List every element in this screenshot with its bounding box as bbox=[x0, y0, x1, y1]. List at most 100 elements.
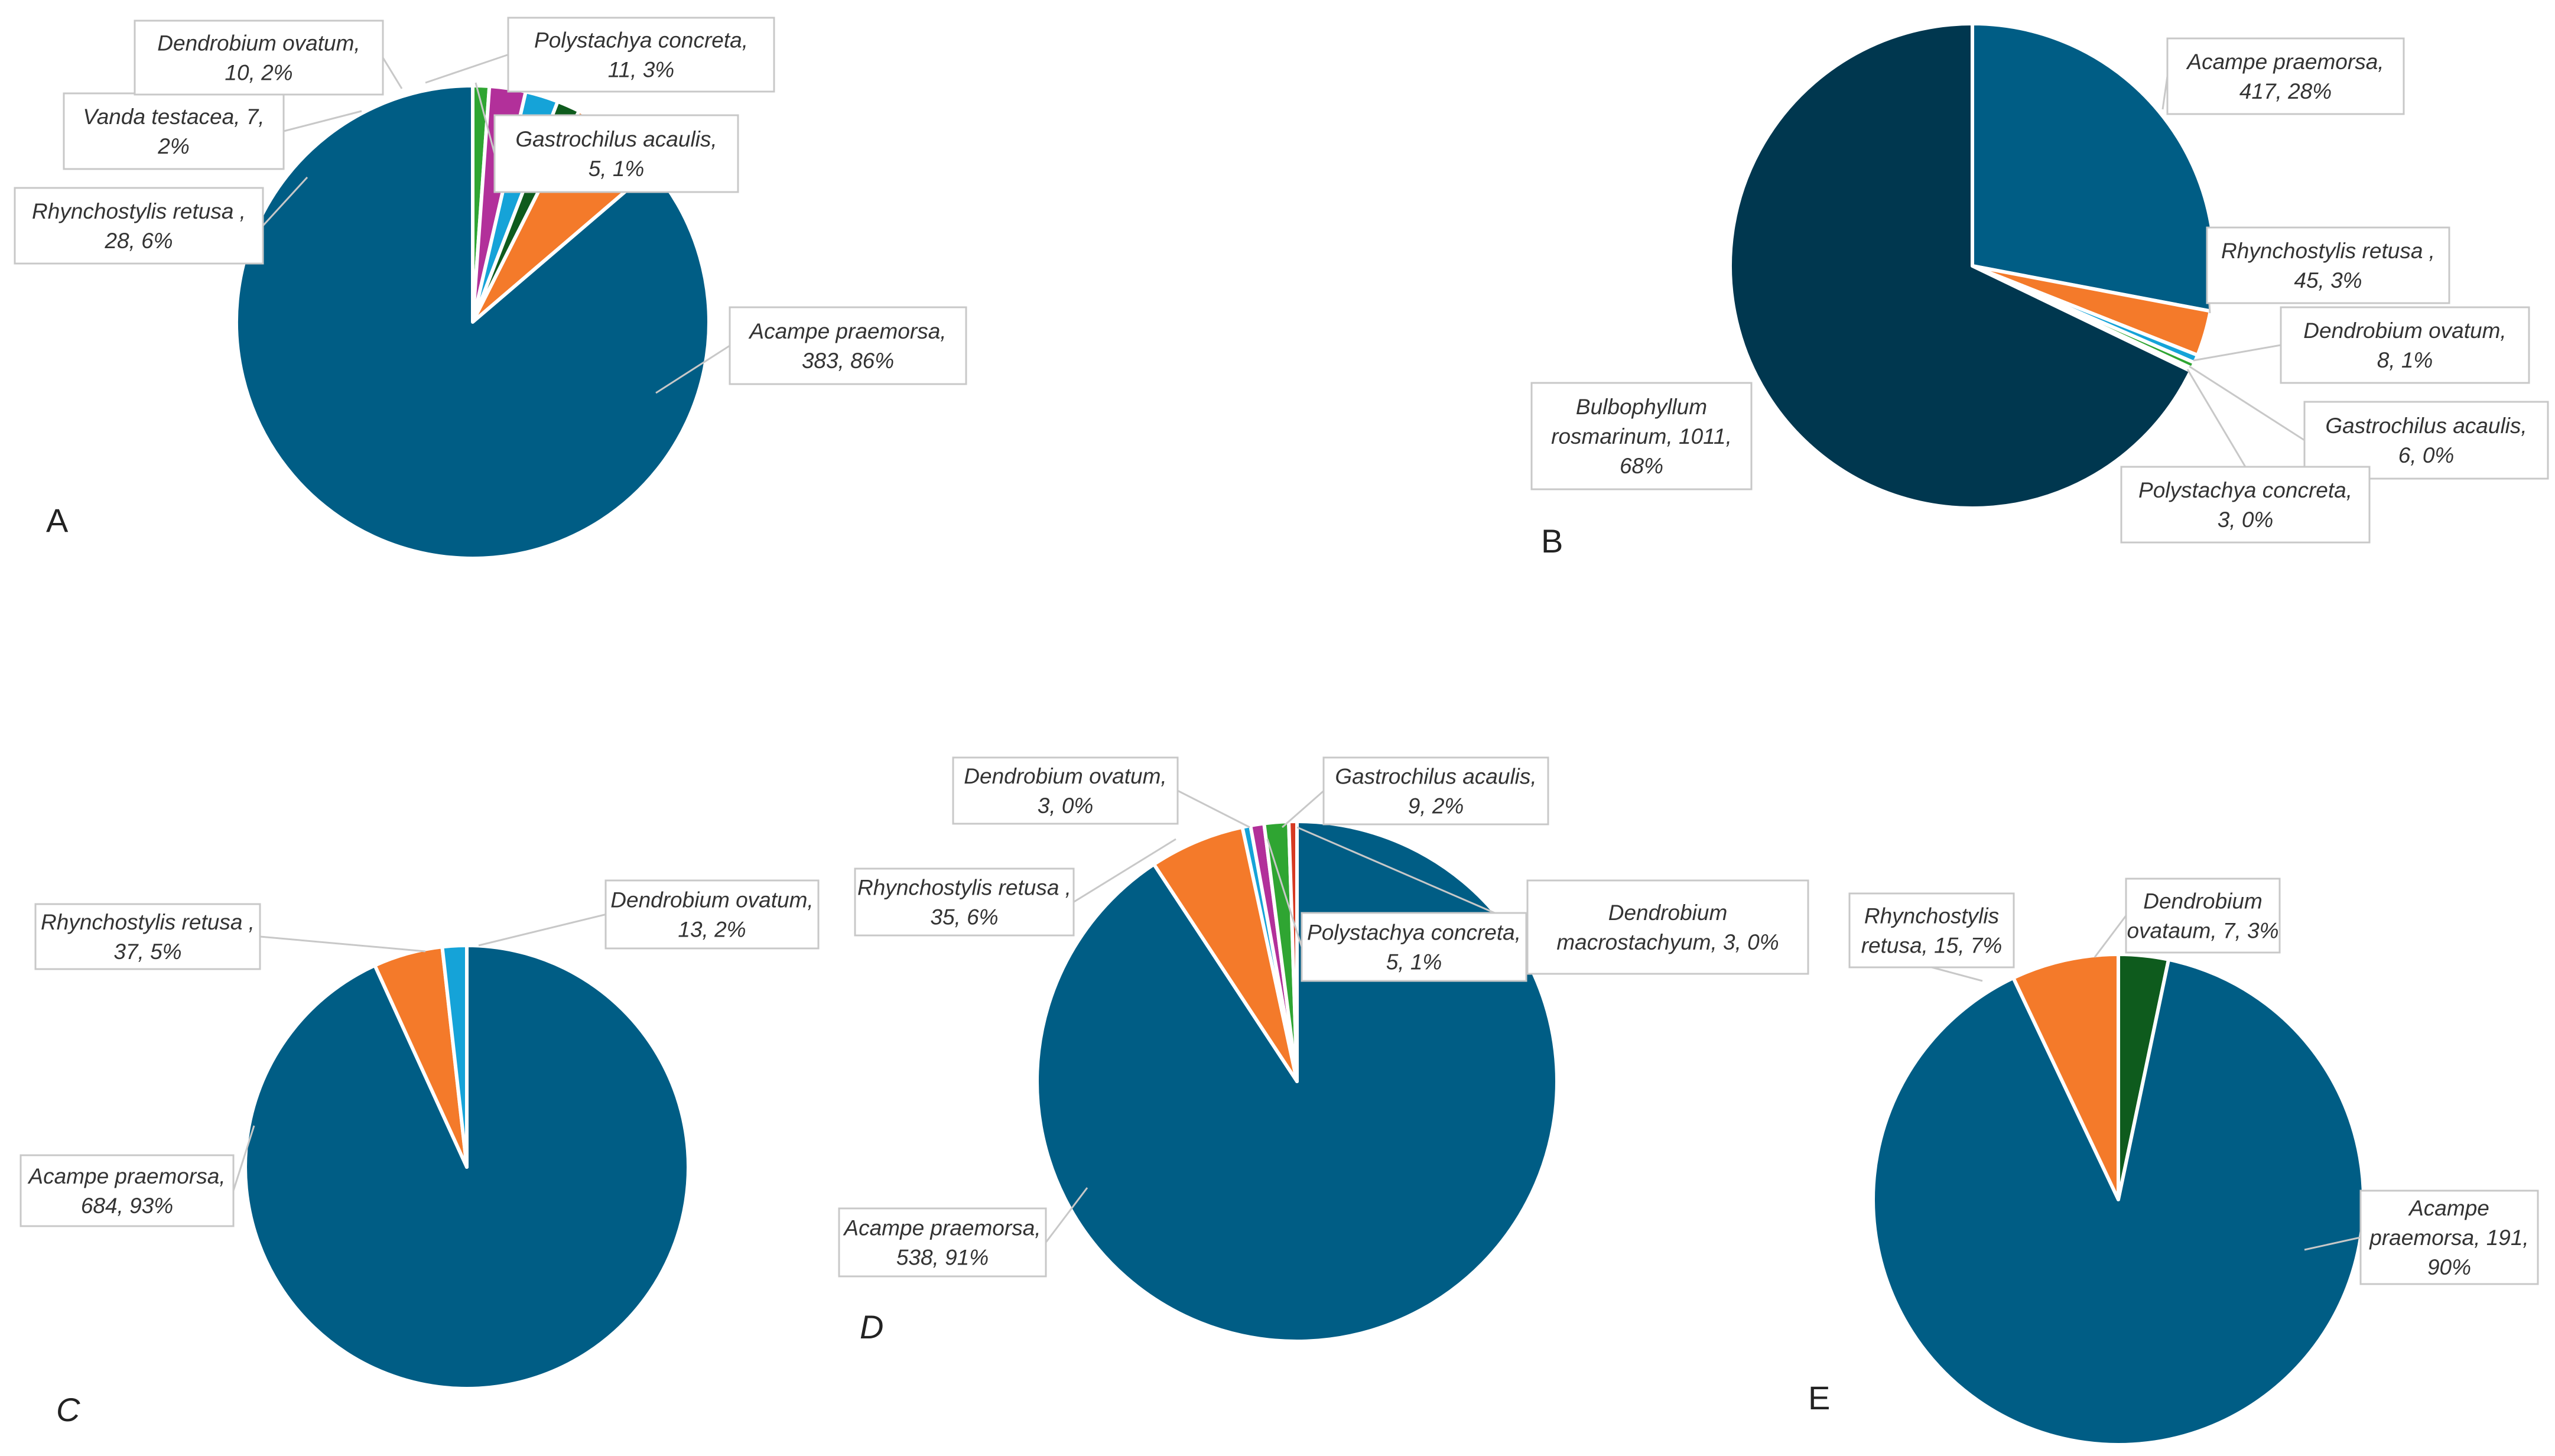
pie-slices-b bbox=[1728, 22, 2216, 510]
data-label-text: 3, 0% bbox=[2218, 508, 2274, 532]
data-label-text: 28, 6% bbox=[104, 229, 173, 253]
callout-box bbox=[854, 867, 1075, 937]
data-labels-c: Acampe praemorsa, 684, 93% Rhynchostylis r… bbox=[19, 879, 820, 1227]
callout-box bbox=[1848, 892, 2015, 968]
callout-box bbox=[2280, 306, 2530, 384]
callout-box bbox=[1301, 912, 1527, 982]
leader-line-e-rhynchostylis-retusa bbox=[1931, 966, 1983, 982]
data-label-b-bulbophyllum-rosmarinum: Bulbophyllum rosmarinum, 1011, 68% bbox=[1530, 382, 1753, 490]
data-label-text: Acampe praemorsa, bbox=[2186, 50, 2384, 74]
callout-box bbox=[134, 20, 384, 96]
data-label-b-acampe-praemorsa: Acampe praemorsa, 417, 28% bbox=[2166, 37, 2405, 115]
callout-box bbox=[63, 92, 285, 170]
data-label-text: Dendrobium ovatum, bbox=[157, 31, 360, 56]
leader-lines-e bbox=[1931, 915, 2361, 1251]
pie-slice-b-bulbophyllum-rosmarinum bbox=[1728, 22, 2193, 510]
pie-slices-e bbox=[1871, 953, 2365, 1447]
data-label-b-polystachya-concreta: Polystachya concreta, 3, 0% bbox=[2120, 466, 2371, 544]
data-label-d-dendrobium-ovatum: Dendrobium ovatum, 3, 0% bbox=[952, 756, 1179, 825]
data-label-text: Acampe praemorsa, bbox=[27, 1164, 225, 1188]
leader-line-b-gastrochilus-acaulis bbox=[2189, 365, 2305, 441]
data-label-e-acampe-praemorsa: Acampe praemorsa, 191, 90% bbox=[2359, 1190, 2539, 1285]
data-label-text: Dendrobium ovatum, bbox=[610, 888, 813, 912]
data-label-text: Acampe bbox=[2408, 1196, 2489, 1220]
callout-box bbox=[2303, 401, 2549, 480]
data-label-text: 35, 6% bbox=[930, 905, 998, 930]
panel-label-c: C bbox=[56, 1391, 80, 1428]
data-label-text: 13, 2% bbox=[678, 918, 746, 942]
data-label-e-dendrobium-ovataum: Dendrobium ovataum, 7, 3% bbox=[2125, 878, 2281, 954]
callout-box bbox=[19, 1154, 235, 1227]
data-label-text: 5, 1% bbox=[1386, 950, 1442, 974]
data-label-text: retusa, 15, 7% bbox=[1861, 934, 2003, 958]
data-label-text: 417, 28% bbox=[2239, 79, 2332, 103]
data-label-text: Gastrochilus acaulis, bbox=[515, 127, 717, 151]
data-label-a-dendrobium-ovatum: Dendrobium ovatum, 10, 2% bbox=[134, 20, 384, 96]
data-label-text: macrostachyum, 3, 0% bbox=[1556, 930, 1779, 954]
callout-box bbox=[2359, 1190, 2539, 1285]
leader-line-b-dendrobium-ovatum bbox=[2193, 344, 2281, 362]
pie-slices-d bbox=[1035, 819, 1559, 1343]
callout-box bbox=[1322, 756, 1549, 826]
data-label-text: 6, 0% bbox=[2398, 443, 2455, 467]
data-label-text: 5, 1% bbox=[589, 157, 645, 181]
pie-chart-panel-d: Acampe praemorsa, 538, 91% Rhynchostylis r… bbox=[838, 756, 1809, 1346]
data-label-text: Bulbophyllum bbox=[1576, 395, 1707, 419]
pie-slice-e-acampe-praemorsa bbox=[1871, 957, 2365, 1447]
data-label-text: rosmarinum, 1011, bbox=[1551, 424, 1732, 448]
data-label-text: Rhynchostylis retusa , bbox=[32, 199, 246, 223]
pie-slice-e-rhynchostylis-retusa bbox=[2011, 953, 2120, 1201]
leader-line-d-dendrobium-macrostachyum bbox=[1296, 826, 1528, 928]
data-label-a-polystachya-concreta: Polystachya concreta, 11, 3% bbox=[507, 17, 775, 93]
data-label-text: 2% bbox=[157, 134, 189, 158]
callout-box bbox=[493, 114, 739, 193]
callout-box bbox=[1530, 382, 1753, 490]
leader-line-b-polystachya-concreta bbox=[2186, 369, 2247, 467]
data-label-text: 9, 2% bbox=[1408, 794, 1464, 818]
pie-slice-d-rhynchostylis-retusa bbox=[1152, 825, 1299, 1083]
data-label-text: ovataum, 7, 3% bbox=[2127, 919, 2278, 943]
callout-box bbox=[2166, 37, 2405, 115]
data-labels-d: Acampe praemorsa, 538, 91% Rhynchostylis r… bbox=[838, 756, 1809, 1278]
callout-box bbox=[2206, 226, 2450, 304]
data-labels-e: Acampe praemorsa, 191, 90% Rhynchostylis ret… bbox=[1848, 878, 2539, 1285]
leader-line-c-acampe-praemorsa bbox=[232, 1125, 255, 1191]
data-label-text: Dendrobium ovatum, bbox=[2303, 318, 2506, 343]
leader-line-e-acampe-praemorsa bbox=[2304, 1236, 2361, 1251]
callout-box bbox=[952, 756, 1179, 825]
leader-line-e-dendrobium-ovataum bbox=[2094, 915, 2127, 958]
data-label-text: 45, 3% bbox=[2294, 268, 2362, 292]
data-label-d-dendrobium-macrostachyum: Dendrobium macrostachyum, 3, 0% bbox=[1526, 879, 1809, 975]
data-label-a-acampe-praemorsa: Acampe praemorsa, 383, 86% bbox=[729, 306, 967, 385]
data-label-d-rhynchostylis-retusa: Rhynchostylis retusa , 35, 6% bbox=[854, 867, 1075, 937]
data-label-text: Rhynchostylis retusa , bbox=[857, 876, 1071, 900]
data-label-b-rhynchostylis-retusa: Rhynchostylis retusa , 45, 3% bbox=[2206, 226, 2450, 304]
data-label-text: 11, 3% bbox=[608, 58, 674, 82]
data-label-text: 538, 91% bbox=[896, 1246, 989, 1270]
panel-label-b: B bbox=[1541, 522, 1563, 560]
leader-line-a-polystachya-concreta bbox=[425, 54, 509, 84]
pie-slice-a-acampe-praemorsa bbox=[234, 84, 711, 560]
leader-line-a-acampe-praemorsa bbox=[655, 344, 730, 394]
data-label-b-dendrobium-ovatum: Dendrobium ovatum, 8, 1% bbox=[2280, 306, 2530, 384]
data-label-text: 383, 86% bbox=[802, 349, 894, 373]
callout-box bbox=[2125, 878, 2281, 954]
data-labels-b: Acampe praemorsa, 417, 28% Rhynchostylis r… bbox=[1530, 37, 2549, 544]
data-label-text: 8, 1% bbox=[2377, 348, 2433, 372]
data-label-a-vanda-testacea: Vanda testacea, 7, 2% bbox=[63, 92, 285, 170]
leader-line-d-rhynchostylis-retusa bbox=[1073, 838, 1176, 903]
leader-line-a-rhynchostylis-retusa bbox=[262, 176, 308, 227]
data-label-a-gastrochilus-acaulis: Gastrochilus acaulis, 5, 1% bbox=[493, 114, 739, 193]
leader-line-d-polystachya-concreta bbox=[1266, 838, 1303, 947]
data-label-text: Rhynchostylis retusa , bbox=[41, 910, 255, 934]
data-label-text: 90% bbox=[2427, 1255, 2471, 1279]
data-label-text: Acampe praemorsa, bbox=[843, 1216, 1041, 1240]
panel-label-e: E bbox=[1808, 1379, 1830, 1416]
data-label-d-acampe-praemorsa: Acampe praemorsa, 538, 91% bbox=[838, 1207, 1047, 1278]
leader-line-a-gastrochilus-acaulis bbox=[474, 82, 496, 154]
data-label-d-polystachya-concreta: Polystachya concreta, 5, 1% bbox=[1301, 912, 1527, 982]
data-label-text: Polystachya concreta, bbox=[1307, 921, 1521, 945]
pie-chart-panel-c: Acampe praemorsa, 684, 93% Rhynchostylis r… bbox=[19, 879, 820, 1428]
data-label-text: Dendrobium ovatum, bbox=[964, 764, 1166, 788]
